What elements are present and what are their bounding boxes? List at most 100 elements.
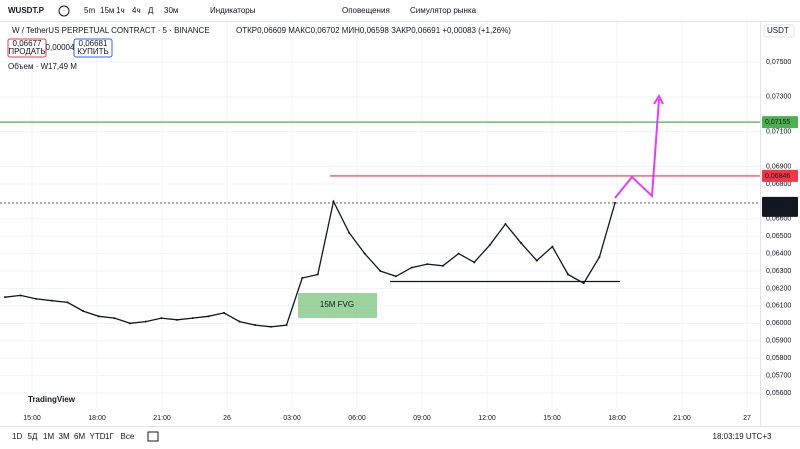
price-point — [82, 310, 85, 313]
sell-label[interactable]: ПРОДАТЬ — [8, 47, 45, 56]
price-point — [582, 282, 585, 285]
price-point — [614, 201, 616, 204]
price-line — [4, 199, 616, 328]
interval[interactable]: 1ч — [116, 6, 125, 15]
volume-label: Объем · W — [8, 62, 49, 71]
chart-pane — [0, 22, 760, 409]
x-tick-label: 18:00 — [88, 415, 106, 422]
price-point — [379, 270, 382, 273]
price-point — [598, 256, 601, 259]
price-point — [19, 294, 22, 297]
x-tick-label: 26 — [223, 415, 231, 422]
price-point — [207, 315, 210, 318]
volume-value: 17,49 M — [48, 62, 77, 71]
level-label: 0,07155 — [765, 119, 790, 126]
x-tick-label: 18:00 — [608, 415, 626, 422]
currency-select[interactable] — [763, 24, 795, 38]
buy-label[interactable]: КУПИТЬ — [77, 47, 108, 56]
price-point — [488, 243, 491, 246]
y-tick-label: 0,06300 — [766, 268, 791, 275]
y-tick-label: 0,07100 — [766, 129, 791, 136]
range-button[interactable]: 3М — [59, 432, 70, 441]
legend-ohlc: ОТКР0,06609 МАКС0,06702 МИН0,06598 ЗАКР0… — [236, 26, 511, 35]
price-point — [504, 223, 507, 226]
y-tick-label: 0,05800 — [766, 355, 791, 362]
brand: TradingView — [28, 395, 76, 404]
sell-price[interactable]: 0,06677 — [13, 39, 42, 48]
x-tick-label: 15:00 — [543, 415, 561, 422]
replay[interactable]: Симулятор рынка — [410, 6, 477, 15]
interval[interactable]: 30м — [164, 6, 178, 15]
y-tick-label: 0,06500 — [766, 233, 791, 240]
level-tag — [762, 169, 798, 182]
sell-button[interactable] — [7, 38, 47, 58]
price-point — [35, 297, 38, 300]
price-point — [97, 315, 100, 318]
range-button[interactable]: 1М — [43, 432, 54, 441]
clock: 18:03:19 UTC+3 — [713, 432, 772, 441]
y-tick-label: 0,05900 — [766, 338, 791, 345]
interval[interactable]: 4ч — [132, 6, 141, 15]
x-tick-label: 21:00 — [153, 415, 171, 422]
price-point — [4, 296, 6, 299]
price-point — [332, 200, 335, 203]
range-button[interactable]: YTD — [90, 432, 106, 441]
range-button[interactable]: 1Г — [105, 432, 114, 441]
level-label: 0,06846 — [765, 173, 790, 180]
price-point — [363, 252, 366, 255]
currency[interactable]: USDT — [767, 26, 789, 35]
price-point — [426, 263, 429, 266]
level-label: 0,06691 — [765, 200, 790, 207]
x-tick-label: 06:00 — [348, 415, 366, 422]
date-range-icon[interactable] — [147, 431, 159, 442]
buy-price[interactable]: 0,06681 — [79, 39, 108, 48]
price-point — [301, 277, 304, 280]
x-tick-label: 27 — [743, 415, 751, 422]
price-point — [567, 273, 570, 276]
range-button[interactable]: 6М — [74, 432, 85, 441]
y-tick-label: 0,06400 — [766, 250, 791, 257]
range-button[interactable]: 5Д — [28, 432, 38, 441]
price-point — [191, 317, 194, 320]
price-point — [551, 245, 554, 248]
x-tick-label: 09:00 — [413, 415, 431, 422]
price-point — [238, 320, 241, 323]
projection-arrow — [614, 98, 660, 199]
interval[interactable]: 15м — [100, 6, 114, 15]
y-tick-label: 0,06800 — [766, 181, 791, 188]
price-point — [441, 264, 444, 267]
price-point — [316, 273, 319, 276]
price-point — [473, 261, 476, 264]
price-point — [348, 231, 351, 234]
price-point — [254, 324, 257, 327]
price-point — [129, 322, 132, 325]
interval[interactable]: 5m — [84, 6, 95, 15]
compare-button[interactable] — [58, 5, 70, 17]
y-tick-label: 0,06200 — [766, 285, 791, 292]
buy-button[interactable] — [73, 38, 113, 58]
price-point — [222, 311, 225, 314]
indicators[interactable]: Индикаторы — [210, 6, 256, 15]
price-point — [113, 317, 116, 320]
symbol[interactable]: WUSDT.P — [8, 6, 45, 15]
x-tick-label: 12:00 — [478, 415, 496, 422]
level-tag — [762, 196, 798, 217]
range-button[interactable]: Все — [121, 432, 135, 441]
y-tick-label: 0,07500 — [766, 59, 791, 66]
price-point — [457, 252, 460, 255]
price-point — [160, 317, 163, 320]
fvg-box — [298, 293, 377, 318]
y-tick-label: 0,06900 — [766, 163, 791, 170]
countdown: 01:41 — [765, 209, 783, 216]
price-point — [535, 259, 538, 262]
grid: 0,07500 0,07300 0,07100 0,06900 0,06800 0,066… — [0, 22, 791, 422]
price-point — [269, 325, 272, 328]
price-point — [176, 318, 179, 321]
price-point — [520, 242, 523, 245]
alerts[interactable]: Оповещения — [342, 6, 390, 15]
fvg-label: 15M FVG — [320, 300, 354, 309]
range-button[interactable]: 1D — [12, 432, 22, 441]
y-tick-label: 0,06100 — [766, 303, 791, 310]
interval[interactable]: Д — [148, 6, 154, 15]
